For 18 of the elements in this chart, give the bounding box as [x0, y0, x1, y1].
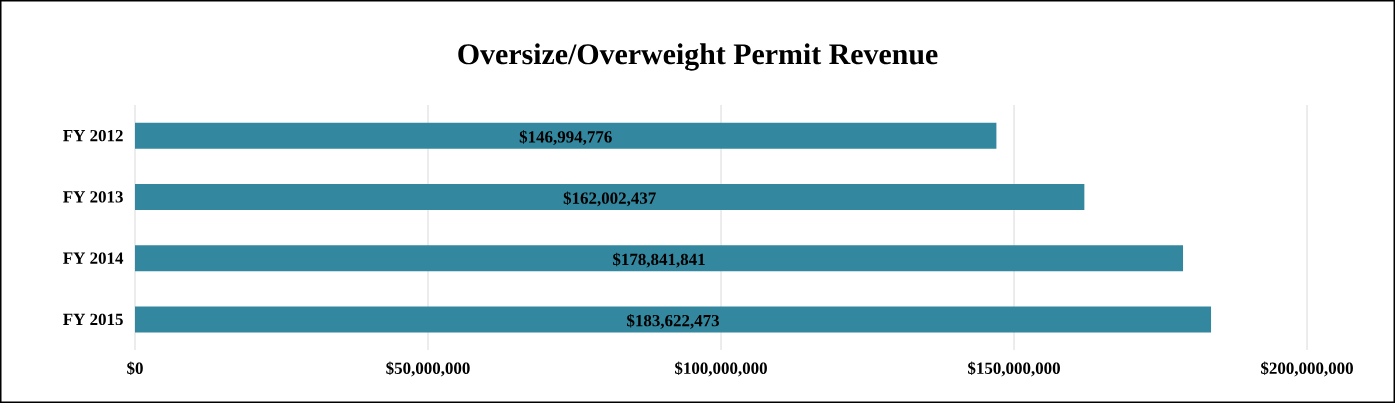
y-tick-label: FY 2015 [63, 313, 123, 326]
y-tick-label: FY 2014 [63, 252, 124, 264]
data-label: $146,994,776 [519, 130, 612, 146]
bar [135, 183, 1085, 210]
data-label: $162,002,437 [563, 191, 656, 207]
x-tick-label: $50,000,000 [386, 361, 470, 377]
y-tick-label: FY 2012 [63, 129, 123, 142]
y-tick-label: FY 2013 [63, 191, 123, 203]
bar [135, 245, 1184, 272]
bar [135, 122, 997, 149]
bar [135, 306, 1212, 333]
data-label: $183,622,473 [627, 313, 720, 329]
x-tick-label: $150,000,000 [968, 361, 1060, 377]
data-label: $178,841,841 [613, 252, 705, 268]
x-tick-label: $200,000,000 [1261, 361, 1353, 377]
chart-title: Oversize/Overweight Permit Revenue [458, 43, 938, 71]
x-tick-label: $0 [127, 361, 143, 376]
x-tick-label: $100,000,000 [675, 361, 767, 377]
